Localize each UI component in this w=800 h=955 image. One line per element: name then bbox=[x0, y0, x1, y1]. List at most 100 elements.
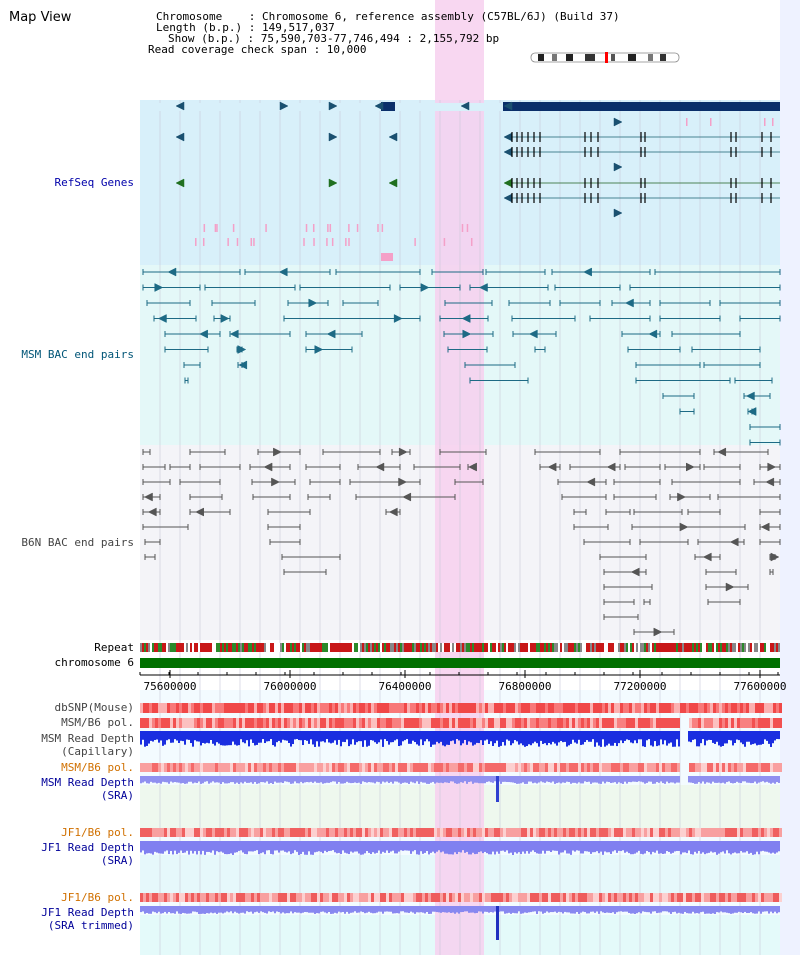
depth-bar bbox=[388, 841, 390, 853]
heat-cell bbox=[173, 763, 176, 772]
heat-cell bbox=[179, 718, 182, 728]
repeat-segment bbox=[752, 643, 754, 652]
repeat-segment bbox=[528, 643, 530, 652]
repeat-segment bbox=[750, 643, 752, 652]
depth-bar bbox=[660, 731, 662, 740]
heat-cell bbox=[251, 703, 254, 713]
depth-bar bbox=[484, 731, 486, 741]
heat-cell bbox=[572, 763, 575, 772]
track-label-msm-depth-cap[interactable]: MSM Read Depth bbox=[41, 732, 134, 745]
heat-cell bbox=[299, 703, 302, 713]
depth-bar bbox=[488, 841, 490, 855]
track-label-jf1-trim[interactable]: JF1 Read Depth bbox=[41, 906, 134, 919]
heat-cell bbox=[290, 893, 293, 902]
depth-bar bbox=[448, 906, 450, 913]
depth-bar bbox=[588, 906, 590, 914]
heat-cell bbox=[635, 703, 638, 713]
read-depth-tracks[interactable] bbox=[140, 731, 780, 940]
heat-cell bbox=[374, 703, 377, 713]
refseq-gene-marks[interactable] bbox=[175, 101, 774, 261]
depth-bar bbox=[140, 841, 142, 853]
bac-end-icon bbox=[767, 462, 777, 472]
depth-bar bbox=[294, 731, 296, 740]
heat-cell bbox=[188, 718, 191, 728]
depth-bar bbox=[566, 906, 568, 913]
track-label-msm-pol-2[interactable]: MSM/B6 pol. bbox=[61, 761, 134, 774]
depth-bar bbox=[330, 731, 332, 744]
track-label-jf1-pol-2[interactable]: JF1/B6 pol. bbox=[61, 891, 134, 904]
repeat-segment bbox=[218, 643, 220, 652]
repeat-segment bbox=[286, 643, 288, 652]
depth-bar bbox=[656, 776, 658, 783]
chromosome-ideogram[interactable] bbox=[530, 52, 680, 63]
heat-cell bbox=[587, 718, 590, 728]
heat-cell bbox=[221, 718, 224, 728]
heat-cell bbox=[167, 703, 170, 713]
depth-bar bbox=[630, 776, 632, 783]
heat-cell bbox=[491, 828, 494, 837]
heat-cell bbox=[212, 893, 215, 902]
polymorphism-heat-tracks[interactable] bbox=[140, 703, 782, 902]
depth-bar bbox=[484, 906, 486, 912]
heat-cell bbox=[437, 893, 440, 902]
depth-bar bbox=[430, 731, 432, 747]
heat-cell bbox=[428, 763, 431, 772]
depth-bar bbox=[332, 731, 334, 743]
repeat-track[interactable] bbox=[140, 643, 780, 652]
refseq-genes-features[interactable] bbox=[140, 102, 780, 199]
depth-bar bbox=[762, 731, 764, 744]
depth-bar bbox=[144, 841, 146, 855]
depth-bar bbox=[520, 841, 522, 855]
heat-cell bbox=[311, 763, 314, 772]
heat-cell bbox=[698, 893, 701, 902]
heat-cell bbox=[551, 763, 554, 772]
heat-cell bbox=[713, 703, 716, 713]
repeat-segment bbox=[348, 643, 350, 652]
repeat-segment bbox=[560, 643, 562, 652]
heat-cell bbox=[626, 893, 629, 902]
repeat-segment bbox=[492, 643, 494, 652]
depth-bar bbox=[698, 841, 700, 851]
heat-cell bbox=[158, 893, 161, 902]
heat-cell bbox=[158, 828, 161, 837]
depth-bar bbox=[678, 906, 680, 913]
heat-cell bbox=[419, 718, 422, 728]
depth-bar bbox=[144, 776, 146, 782]
repeat-segment bbox=[550, 643, 552, 652]
depth-bar bbox=[544, 841, 546, 854]
b6n-bac-pairs[interactable] bbox=[142, 447, 781, 637]
heat-cell bbox=[242, 828, 245, 837]
depth-bar bbox=[140, 906, 142, 913]
depth-bar bbox=[242, 776, 244, 784]
heat-cell bbox=[305, 703, 308, 713]
depth-bar bbox=[768, 841, 770, 853]
repeat-segment bbox=[216, 643, 218, 652]
depth-bar bbox=[160, 731, 162, 741]
heat-cell bbox=[686, 893, 689, 902]
highlight-region[interactable] bbox=[435, 0, 484, 955]
track-label-refseq[interactable]: RefSeq Genes bbox=[54, 176, 134, 189]
track-label-jf1-depth[interactable]: JF1 Read Depth bbox=[41, 841, 134, 854]
track-label-b6n-bac[interactable]: B6N BAC end pairs bbox=[21, 536, 134, 549]
repeat-segment bbox=[162, 643, 164, 652]
heat-cell bbox=[539, 718, 542, 728]
heat-cell bbox=[554, 718, 557, 728]
depth-bar bbox=[736, 906, 738, 913]
heat-cell bbox=[353, 763, 356, 772]
depth-bar bbox=[760, 731, 762, 745]
depth-bar bbox=[178, 776, 180, 783]
chromosome-bar[interactable] bbox=[140, 658, 780, 668]
depth-bar bbox=[416, 906, 418, 913]
depth-bar bbox=[648, 731, 650, 740]
track-label-msm-pol[interactable]: MSM/B6 pol. bbox=[61, 716, 134, 729]
track-label-msm-depth-sra[interactable]: MSM Read Depth bbox=[41, 776, 134, 789]
repeat-segment bbox=[756, 643, 758, 652]
depth-bar bbox=[560, 776, 562, 784]
track-label-jf1-pol[interactable]: JF1/B6 pol. bbox=[61, 826, 134, 839]
depth-bar bbox=[614, 731, 616, 743]
track-label-dbsnp[interactable]: dbSNP(Mouse) bbox=[54, 701, 134, 714]
repeat-segment bbox=[316, 643, 318, 652]
msm-bac-pairs[interactable] bbox=[142, 267, 781, 446]
track-label-msm-bac[interactable]: MSM BAC end pairs bbox=[21, 348, 134, 361]
